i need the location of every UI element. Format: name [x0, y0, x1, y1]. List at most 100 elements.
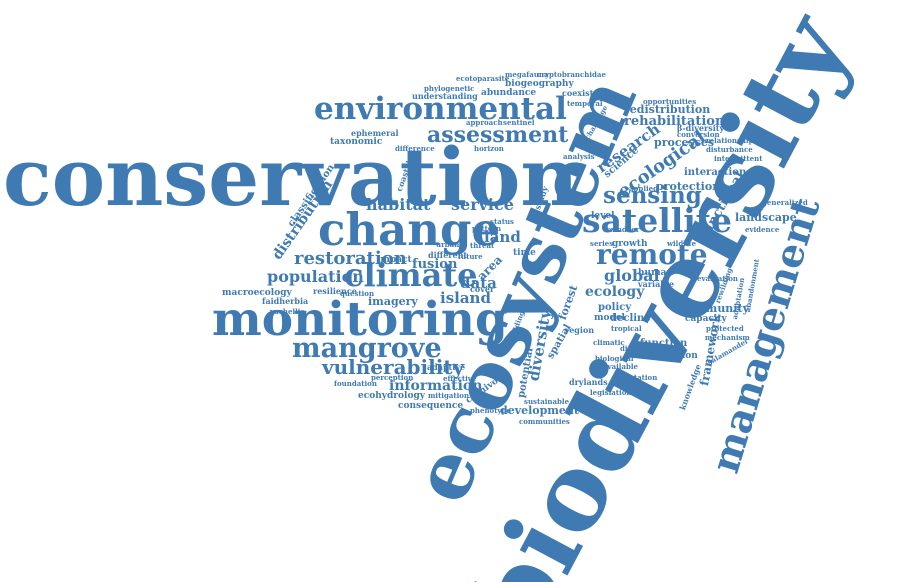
word-consequence: consequence — [398, 401, 464, 411]
word-policy: policy — [598, 302, 632, 313]
word-sensing: sensing — [603, 182, 702, 209]
word-processes: processes — [654, 136, 715, 149]
word-region: region — [565, 325, 595, 335]
word-landscape: landscape — [735, 211, 797, 224]
word-habitat: habitat — [366, 195, 431, 214]
word-cover: cover — [470, 284, 495, 294]
word-horizon: horizon — [474, 144, 504, 153]
word-future: future — [458, 252, 483, 261]
word-assessment: assessment — [427, 122, 569, 148]
word-mechanism: mechanism — [705, 333, 750, 342]
word-relationship: relationship — [706, 136, 754, 145]
word-human: human — [638, 268, 673, 278]
word-level: level — [591, 211, 615, 221]
word-temporal: temporal — [567, 99, 603, 108]
word-wildlife: wildlife — [667, 239, 697, 248]
word-question: question — [340, 289, 375, 298]
word-extinction: extinction — [647, 351, 698, 361]
word-development: development — [500, 404, 580, 417]
word-applied: applied — [629, 184, 658, 193]
word-taxonomic: taxonomic — [330, 137, 383, 147]
word-approach: approach — [466, 118, 503, 127]
word-service: service — [451, 195, 514, 214]
word-intermittent: intermittent — [714, 154, 763, 163]
word-data: data — [460, 274, 497, 292]
word-available: available — [603, 362, 638, 371]
word-communities: communities — [519, 417, 570, 426]
word-global: global — [604, 266, 660, 285]
word-generalized: generalized — [762, 198, 808, 207]
word-status: status — [490, 217, 514, 226]
word-rehabilitation: rehabilitation — [624, 114, 725, 129]
word-climatic: climatic — [593, 338, 625, 347]
word-growth: growth — [612, 239, 648, 249]
word-ecotoparasite: ecotoparasite — [456, 74, 510, 83]
word-resilience: resilience — [313, 286, 357, 296]
word-beta-diversity: β-diversity — [677, 123, 725, 133]
word-reindeer: reindeer — [606, 225, 640, 234]
word-population: population — [267, 267, 364, 286]
word-redistribution: redistribution — [624, 103, 711, 116]
word-remote: remote — [596, 238, 708, 271]
word-megafauna: megafauna — [505, 70, 549, 79]
word-variable: variable — [638, 279, 674, 289]
word-ecohydrology: ecohydrology — [358, 391, 425, 401]
word-restoration: restoration — [294, 248, 407, 269]
word-change: change — [318, 203, 501, 256]
word-protected: protected — [706, 324, 744, 333]
word-conversion: conversion — [677, 130, 720, 139]
word-tropical: tropical — [611, 324, 642, 333]
word-interaction: interaction — [684, 167, 747, 178]
word-island: island — [440, 289, 491, 307]
word-model: model — [594, 313, 625, 323]
word-drylands: drylands — [569, 377, 608, 387]
word-series: series — [590, 239, 614, 248]
word-difference: difference — [395, 144, 435, 153]
word-coexistence: coexistence — [562, 88, 615, 98]
word-mangrove: mangrove — [292, 333, 442, 364]
word-environmental: environmental — [314, 91, 567, 127]
word-information: information — [389, 378, 483, 394]
word-function: function — [640, 338, 688, 349]
word-foundation: foundation — [334, 379, 377, 388]
word-monitoring: monitoring — [212, 292, 508, 347]
word-vegetation: vegetation — [616, 373, 658, 382]
word-threat: threat — [470, 241, 495, 250]
word-understanding: understanding — [412, 91, 478, 101]
word-macroecology: macroecology — [222, 288, 292, 298]
word-adaptive: adaptive — [427, 362, 466, 372]
word-vachellia: vachellia — [270, 307, 305, 316]
word-urban: urban — [436, 240, 460, 249]
word-cryptobranchidae: cryptobranchidae — [537, 70, 606, 79]
word-vulnerability: vulnerability — [322, 355, 465, 379]
word-pattern: pattern — [472, 224, 502, 233]
word-ecology: ecology — [585, 284, 645, 300]
word-effective: effective — [443, 374, 477, 383]
word-fusion: fusion — [412, 257, 458, 272]
word-decline: decline — [610, 313, 651, 324]
word-dieback: dieback — [620, 344, 651, 353]
word-biogeography: biogeography — [505, 79, 574, 89]
word-ephemeral: ephemeral — [351, 128, 399, 138]
word-opportunities: opportunities — [643, 97, 697, 106]
word-analysis: analysis — [563, 152, 595, 161]
word-protection: protection — [656, 180, 721, 193]
word-abundance: abundance — [481, 88, 537, 98]
word-imagery: imagery — [368, 295, 418, 308]
word-biological: biological — [595, 354, 634, 363]
word-sustainable: sustainable — [524, 397, 570, 406]
word-faidherbia: faidherbia — [262, 296, 309, 306]
word-sentinel: sentinel — [503, 118, 535, 127]
word-land: land — [484, 228, 521, 246]
word-climate: climate — [344, 256, 478, 294]
word-satellite: satellite — [582, 201, 733, 240]
word-impact: impact — [377, 255, 412, 265]
word-evaluation: evaluation — [697, 274, 738, 283]
word-capacity: capacity — [685, 314, 727, 324]
word-mitigation: mitigation — [428, 391, 470, 400]
word-disturbance: disturbance — [706, 145, 753, 154]
word-community: community — [680, 302, 749, 315]
word-conservation: conservation — [3, 130, 579, 224]
word-different: different — [428, 250, 468, 260]
